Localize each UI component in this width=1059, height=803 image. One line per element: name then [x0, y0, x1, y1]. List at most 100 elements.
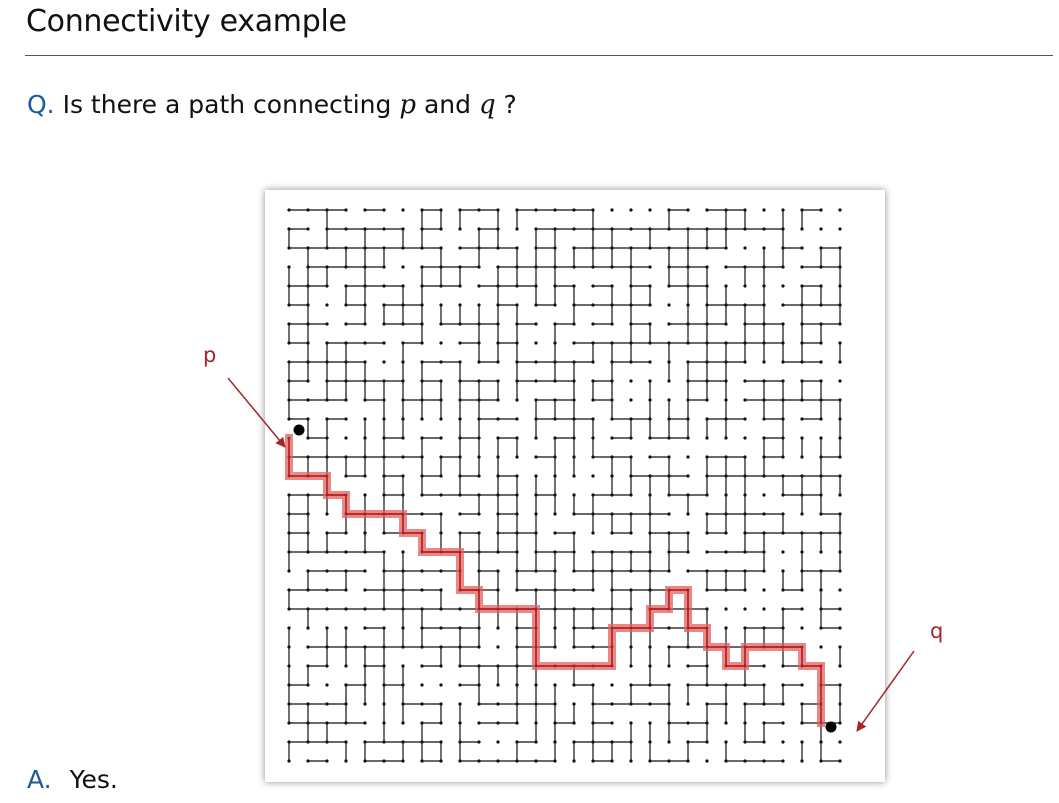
grid-site	[496, 740, 500, 744]
grid-site	[724, 683, 728, 687]
grid-site	[553, 721, 557, 725]
grid-site	[762, 493, 766, 497]
grid-site	[800, 474, 804, 478]
grid-site	[382, 360, 386, 364]
grid-site	[325, 417, 329, 421]
grid-site	[800, 493, 804, 497]
grid-site	[287, 550, 291, 554]
grid-site	[667, 474, 671, 478]
grid-site	[800, 740, 804, 744]
grid-site	[762, 588, 766, 592]
grid-site	[629, 322, 633, 326]
grid-site	[496, 360, 500, 364]
grid-site	[743, 740, 747, 744]
grid-site	[534, 588, 538, 592]
grid-site	[496, 398, 500, 402]
grid-site	[591, 569, 595, 573]
grid-site	[781, 208, 785, 212]
grid-site	[439, 645, 443, 649]
grid-site	[363, 208, 367, 212]
grid-site	[534, 436, 538, 440]
grid-site	[781, 683, 785, 687]
grid-site	[306, 284, 310, 288]
grid-site	[553, 360, 557, 364]
grid-site	[458, 721, 462, 725]
grid-site	[439, 683, 443, 687]
grid-site	[819, 740, 823, 744]
grid-site	[743, 436, 747, 440]
grid-site	[382, 246, 386, 250]
question-line: Q. Is there a path connecting p and q ?	[27, 90, 517, 120]
grid-site	[287, 303, 291, 307]
grid-site	[705, 436, 709, 440]
grid-site	[534, 303, 538, 307]
grid-site	[572, 721, 576, 725]
grid-site	[572, 417, 576, 421]
grid-site	[648, 379, 652, 383]
grid-site	[610, 455, 614, 459]
grid-site	[401, 569, 405, 573]
grid-site	[800, 341, 804, 345]
grid-site	[477, 569, 481, 573]
grid-site	[781, 702, 785, 706]
grid-site	[496, 664, 500, 668]
grid-site	[572, 702, 576, 706]
grid-site	[591, 588, 595, 592]
grid-site	[287, 626, 291, 630]
grid-site	[629, 474, 633, 478]
grid-site	[458, 474, 462, 478]
slide-title: Connectivity example	[26, 4, 347, 39]
grid-site	[287, 265, 291, 269]
grid-site	[534, 512, 538, 516]
grid-site	[800, 759, 804, 763]
grid-site	[439, 227, 443, 231]
grid-site	[534, 417, 538, 421]
grid-site	[458, 455, 462, 459]
grid-site	[477, 360, 481, 364]
grid-site	[629, 759, 633, 763]
grid-site	[458, 683, 462, 687]
grid-site	[363, 683, 367, 687]
grid-site	[572, 322, 576, 326]
grid-site	[610, 360, 614, 364]
grid-site	[382, 588, 386, 592]
grid-site	[762, 322, 766, 326]
grid-site	[287, 759, 291, 763]
grid-site	[477, 208, 481, 212]
grid-site	[610, 398, 614, 402]
grid-site	[705, 284, 709, 288]
grid-site	[724, 550, 728, 554]
grid-site	[591, 607, 595, 611]
grid-site	[819, 474, 823, 478]
arrow-to-q	[856, 650, 915, 732]
grid-site	[477, 341, 481, 345]
grid-site	[819, 531, 823, 535]
grid-site	[591, 227, 595, 231]
grid-site	[344, 246, 348, 250]
grid-site	[838, 303, 842, 307]
grid-site	[762, 702, 766, 706]
grid-site	[382, 683, 386, 687]
grid-site	[743, 512, 747, 516]
grid-site	[439, 740, 443, 744]
grid-site	[344, 531, 348, 535]
grid-site	[838, 341, 842, 345]
grid-site	[838, 569, 842, 573]
grid-site	[477, 626, 481, 630]
grid-site	[325, 455, 329, 459]
arrow-to-p	[227, 377, 286, 448]
grid-site	[705, 208, 709, 212]
grid-site	[534, 379, 538, 383]
grid-site	[515, 379, 519, 383]
grid-site	[667, 265, 671, 269]
grid-site	[363, 227, 367, 231]
grid-site	[553, 208, 557, 212]
grid-site	[686, 208, 690, 212]
grid-site	[496, 474, 500, 478]
grid-site	[781, 455, 785, 459]
grid-site	[724, 493, 728, 497]
grid-site	[667, 740, 671, 744]
grid-site	[686, 417, 690, 421]
grid-site	[344, 550, 348, 554]
grid-site	[496, 455, 500, 459]
